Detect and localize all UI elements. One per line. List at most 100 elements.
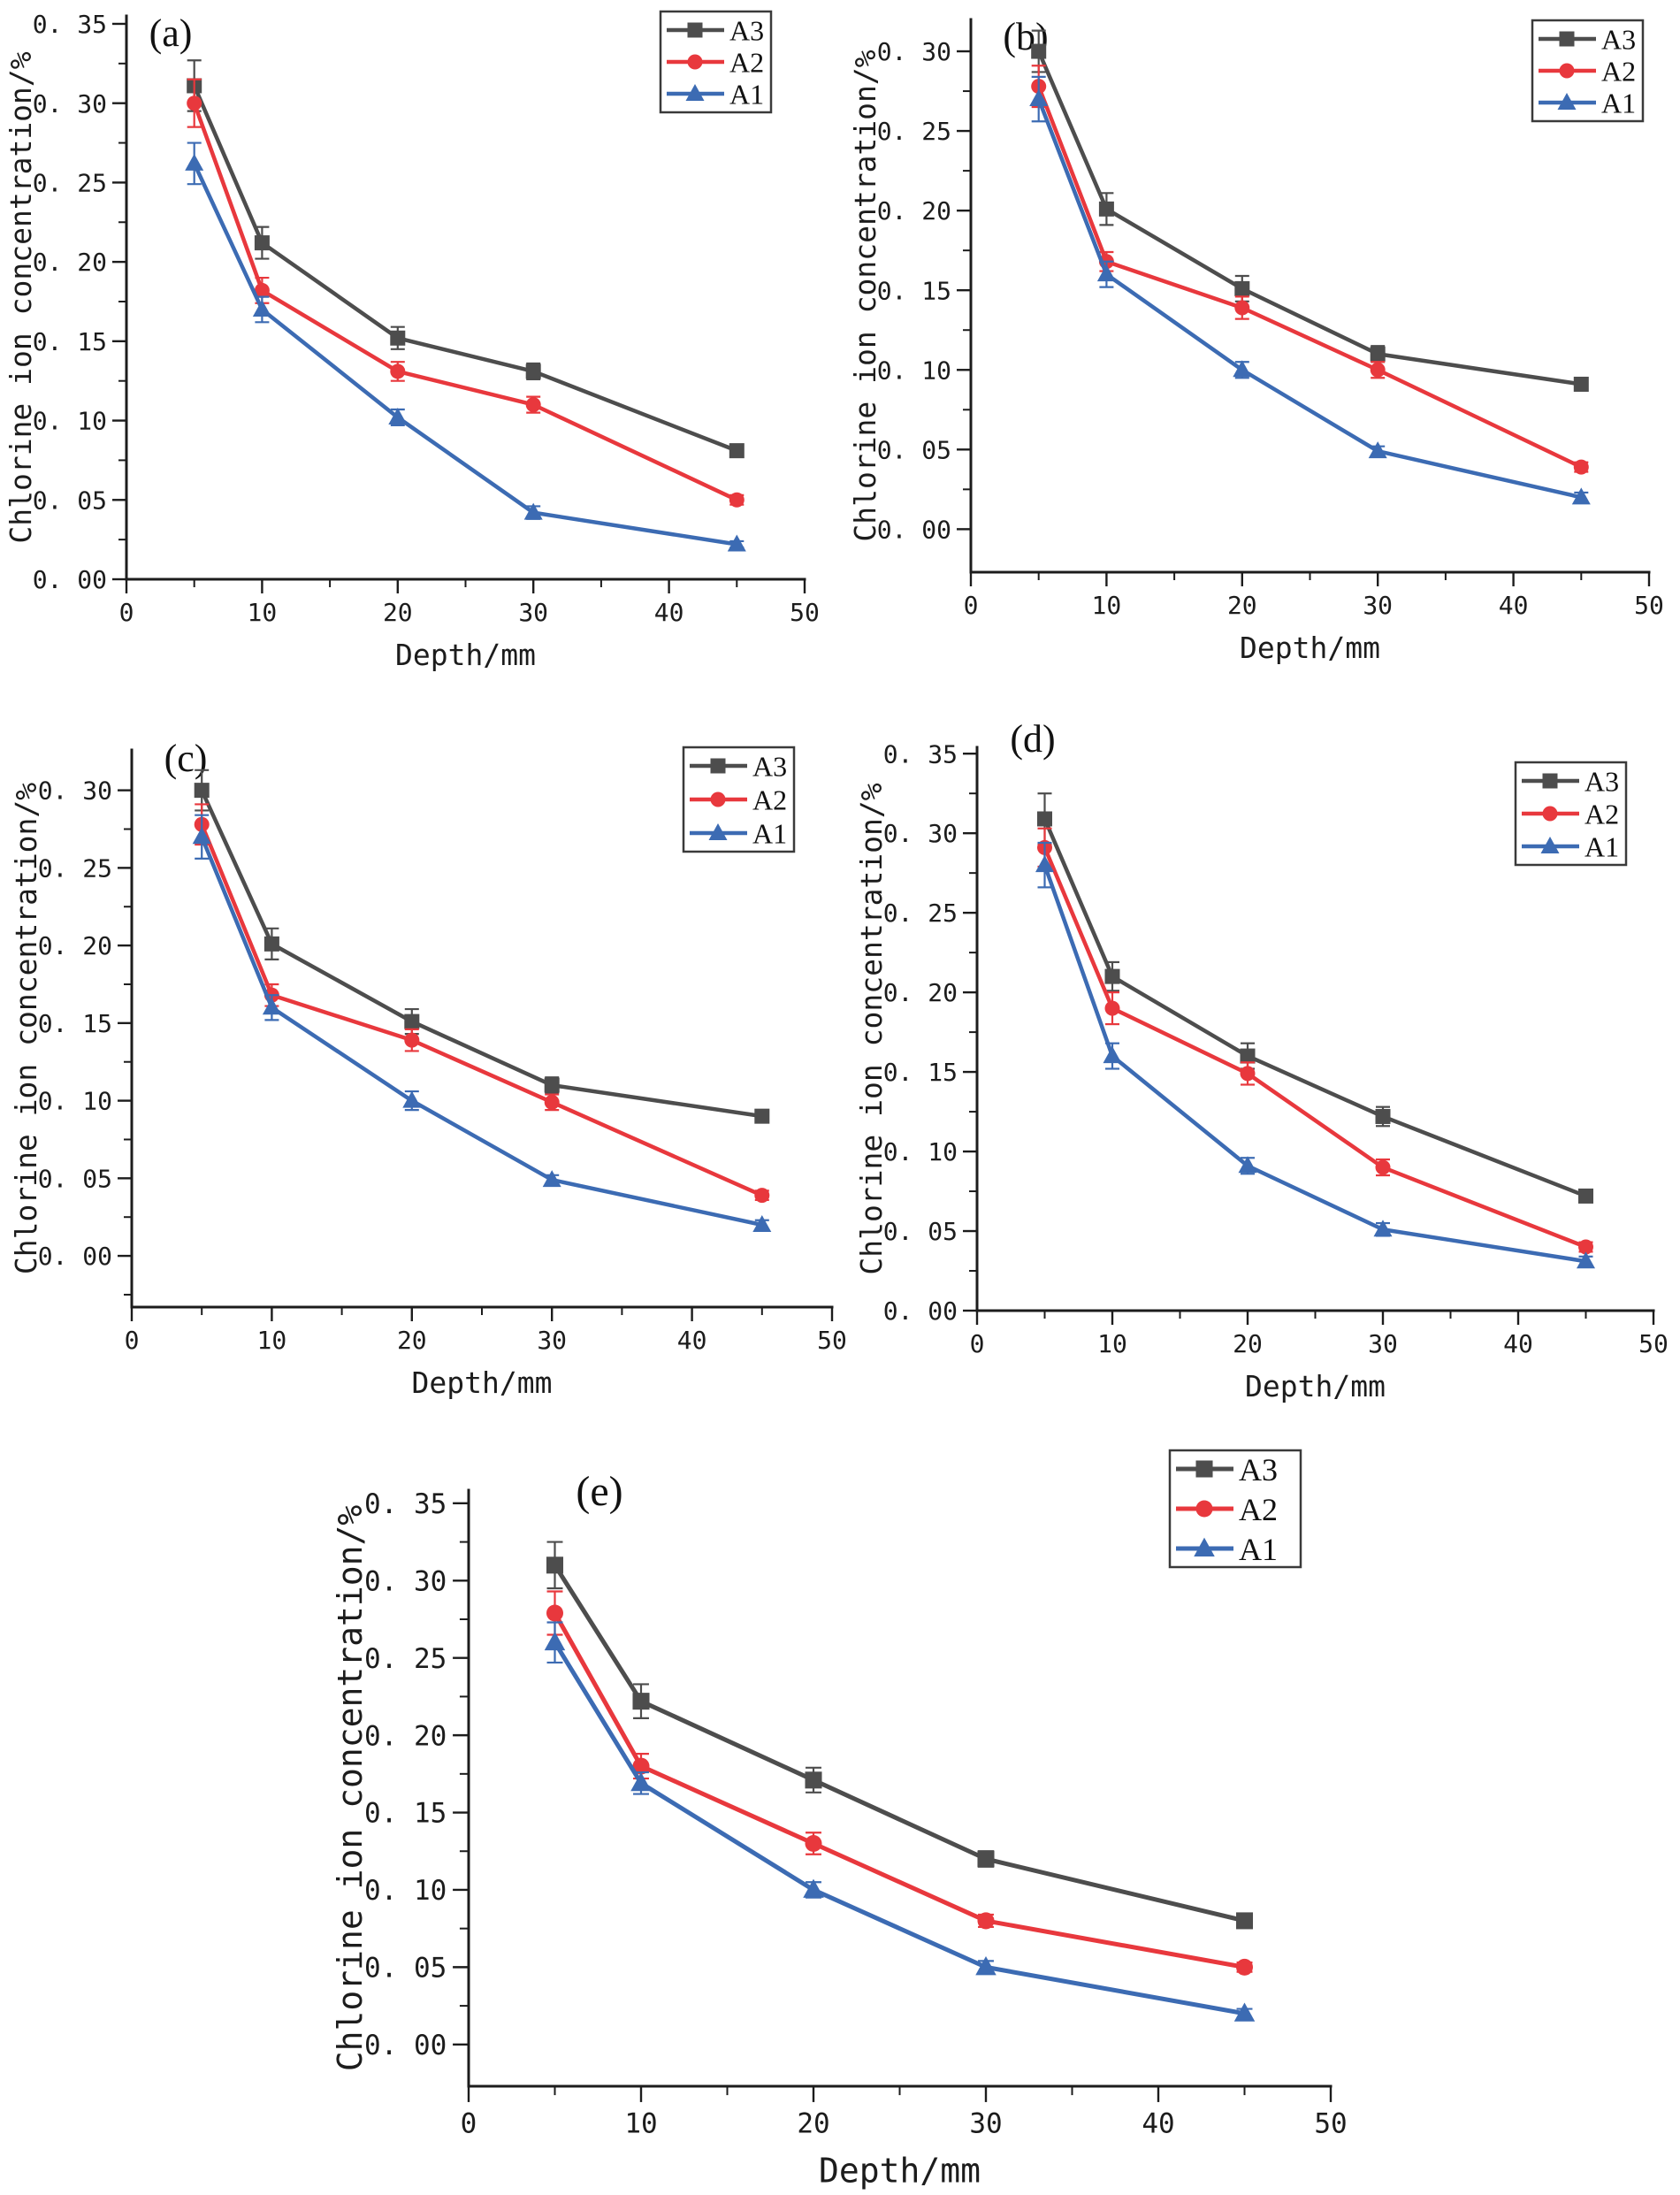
y-axis-title: Chlorine ion concentration/% xyxy=(854,783,889,1274)
x-tick-label: 30 xyxy=(537,1326,567,1355)
marker-A2 xyxy=(1235,1958,1254,1976)
y-tick-label: 0. 30 xyxy=(877,37,951,66)
y-tick-label: 0. 30 xyxy=(883,819,958,848)
y-tick-label: 0. 25 xyxy=(33,168,107,197)
series-A1 xyxy=(192,814,772,1232)
x-tick-label: 50 xyxy=(1638,1329,1669,1358)
marker-A1 xyxy=(192,827,211,845)
x-tick-label: 20 xyxy=(397,1326,427,1355)
marker-A2 xyxy=(1578,1239,1593,1255)
marker-A3 xyxy=(1234,280,1250,296)
legend-label-A2: A2 xyxy=(1239,1492,1278,1527)
legend-label-A3: A3 xyxy=(1601,24,1636,56)
legend-marker-A3 xyxy=(1542,773,1558,789)
series-line-A1 xyxy=(1042,862,1588,1264)
legend-label-A3: A3 xyxy=(729,15,764,47)
marker-A2 xyxy=(254,282,270,298)
series-line-A3 xyxy=(192,83,739,453)
y-tick-label: 0. 15 xyxy=(33,327,107,356)
marker-A1 xyxy=(252,299,271,317)
x-axis-title: Depth/mm xyxy=(412,1365,553,1400)
y-tick-label: 0. 35 xyxy=(364,1488,447,1520)
y-tick-label: 0. 25 xyxy=(364,1643,447,1675)
legend-label-A2: A2 xyxy=(752,784,787,816)
x-tick-label: 50 xyxy=(817,1326,847,1355)
x-tick-label: 40 xyxy=(654,598,684,627)
marker-A1 xyxy=(1103,1046,1122,1064)
legend-marker-A1 xyxy=(1194,1537,1215,1556)
x-tick-label: 20 xyxy=(383,598,413,627)
y-tick-label: 0. 30 xyxy=(38,776,112,806)
marker-A3 xyxy=(1098,201,1114,217)
y-tick-label: 0. 30 xyxy=(364,1565,447,1597)
x-tick-label: 50 xyxy=(1314,2108,1347,2140)
marker-A1 xyxy=(523,502,543,520)
legend-marker-A1 xyxy=(708,823,728,840)
panel-letter: (e) xyxy=(576,1468,622,1515)
y-tick-label: 0. 00 xyxy=(883,1296,958,1326)
y-axis-title: Chlorine ion concentration/% xyxy=(4,51,38,543)
panel-letter: (a) xyxy=(149,11,193,55)
marker-A2 xyxy=(525,397,541,413)
x-axis-title: Depth/mm xyxy=(819,2152,981,2191)
x-axis-title: Depth/mm xyxy=(1240,631,1380,665)
marker-A3 xyxy=(263,936,279,952)
series-A1 xyxy=(1029,75,1591,505)
marker-A1 xyxy=(752,1214,772,1232)
marker-A2 xyxy=(1104,1000,1120,1016)
x-tick-label: 20 xyxy=(1233,1329,1263,1358)
y-tick-label: 0. 35 xyxy=(33,10,107,39)
marker-A1 xyxy=(1233,2002,1256,2022)
legend-marker-A3 xyxy=(1195,1460,1213,1478)
legend-marker-A2 xyxy=(1542,806,1558,822)
marker-A1 xyxy=(1233,360,1252,378)
series-A3 xyxy=(194,769,770,1124)
y-tick-label: 0. 00 xyxy=(877,515,951,544)
y-tick-label: 0. 10 xyxy=(883,1137,958,1166)
x-tick-label: 0 xyxy=(970,1329,985,1358)
marker-A2 xyxy=(544,1094,560,1110)
marker-A3 xyxy=(632,1693,650,1710)
y-axis-title: Chlorine ion concentration/% xyxy=(9,783,43,1274)
legend-label-A1: A1 xyxy=(729,79,764,111)
chart-a: 0 10 20 30 40 50 0. 00 0. 05 0. 10 0. 15 0. 20 0. 2… xyxy=(4,10,820,672)
series-A3 xyxy=(187,59,745,459)
legend-label-A3: A3 xyxy=(1239,1452,1278,1488)
x-tick-label: 20 xyxy=(1227,591,1257,620)
series-line-A2 xyxy=(1042,845,1588,1250)
legend-label-A3: A3 xyxy=(752,751,787,783)
marker-A2 xyxy=(404,1032,420,1048)
marker-A1 xyxy=(1096,264,1116,282)
marker-A3 xyxy=(390,330,406,346)
legend-label-A1: A1 xyxy=(1585,831,1619,863)
x-tick-label: 20 xyxy=(797,2108,829,2140)
marker-A1 xyxy=(630,1771,652,1792)
y-tick-label: 0. 15 xyxy=(38,1009,112,1038)
legend-marker-A1 xyxy=(1540,837,1560,853)
panel-letter: (c) xyxy=(164,737,208,780)
panel-letter: (d) xyxy=(1010,717,1055,761)
series-A3 xyxy=(546,1541,1254,1930)
y-axis-title: Chlorine ion concentration/% xyxy=(331,1505,370,2072)
marker-A3 xyxy=(805,1771,822,1789)
marker-A3 xyxy=(404,1013,420,1029)
marker-A2 xyxy=(1573,459,1589,475)
y-tick-label: 0. 20 xyxy=(364,1720,447,1752)
marker-A3 xyxy=(544,1077,560,1093)
marker-A2 xyxy=(1375,1159,1391,1175)
legend-label-A1: A1 xyxy=(1239,1532,1278,1567)
series-line-A3 xyxy=(1042,816,1588,1198)
legend-label-A1: A1 xyxy=(1601,88,1636,119)
marker-A2 xyxy=(632,1757,650,1775)
series-line-A3 xyxy=(1036,49,1584,386)
y-tick-label: 0. 15 xyxy=(364,1798,447,1830)
marker-A1 xyxy=(402,1090,422,1108)
marker-A3 xyxy=(546,1556,564,1574)
x-tick-label: 40 xyxy=(1503,1329,1533,1358)
x-tick-label: 50 xyxy=(1634,591,1664,620)
y-tick-label: 0. 05 xyxy=(38,1164,112,1193)
series-line-A2 xyxy=(192,101,739,502)
x-tick-label: 30 xyxy=(518,598,548,627)
